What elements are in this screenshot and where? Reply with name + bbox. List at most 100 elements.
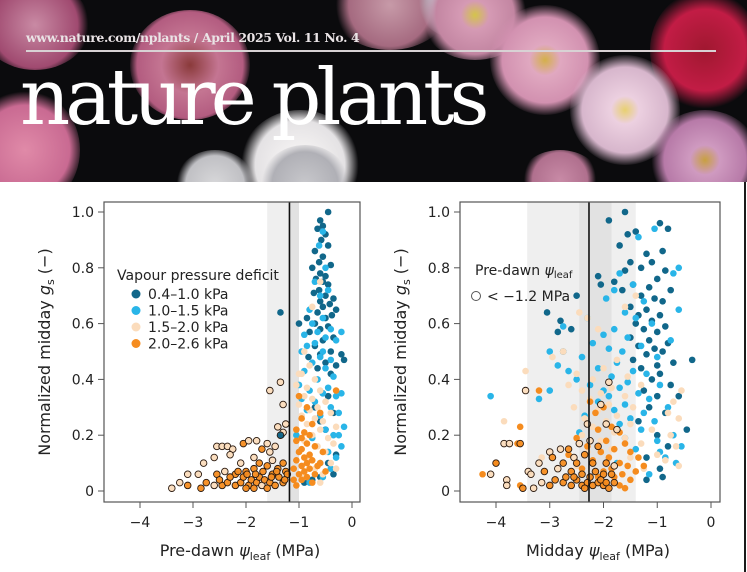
data-point	[635, 390, 642, 397]
data-point	[600, 364, 607, 372]
data-point	[330, 431, 337, 439]
data-point	[500, 417, 508, 425]
data-point	[581, 415, 588, 422]
data-point	[608, 384, 615, 392]
data-point	[303, 420, 311, 428]
data-point	[635, 417, 642, 425]
data-point	[659, 247, 666, 255]
data-point	[640, 387, 648, 394]
data-point	[683, 426, 691, 433]
data-point	[672, 443, 680, 450]
data-point	[322, 292, 329, 300]
x-tick-label: 0	[348, 515, 357, 531]
y-axis-label: Normalized midday gs (−)	[391, 248, 413, 455]
data-point	[594, 325, 602, 333]
legend-entry-label: 1.0–1.5 kPa	[148, 304, 228, 320]
data-point	[567, 325, 575, 333]
data-point	[610, 325, 618, 333]
data-point	[327, 459, 335, 467]
header-flower	[130, 10, 250, 120]
outlined-point	[551, 476, 559, 484]
data-point	[311, 415, 319, 422]
data-point	[311, 376, 319, 383]
data-point	[616, 459, 623, 467]
outlined-point	[263, 484, 271, 492]
data-point	[316, 270, 324, 277]
data-point	[621, 208, 629, 216]
x-tick-label: −1	[289, 515, 310, 531]
page-border	[744, 182, 746, 572]
data-point	[319, 222, 327, 230]
data-point	[295, 370, 303, 378]
data-point	[653, 328, 661, 336]
outlined-point	[492, 459, 500, 467]
outlined-point	[554, 464, 562, 473]
outlined-point	[252, 437, 261, 445]
data-point	[335, 409, 343, 417]
data-point	[632, 445, 640, 453]
data-point	[659, 473, 666, 481]
data-point	[629, 404, 637, 411]
data-point	[589, 376, 597, 383]
data-point	[565, 451, 572, 459]
x-axis-label-unit: (MPa)	[620, 541, 670, 560]
data-point	[664, 443, 672, 450]
data-point	[637, 342, 645, 350]
data-point	[627, 303, 634, 311]
data-point	[306, 451, 313, 459]
outlined-point	[607, 470, 616, 479]
data-point	[627, 420, 634, 428]
y-axis-label-sub: s	[44, 279, 57, 285]
data-point	[301, 468, 308, 475]
outlined-point	[242, 484, 250, 492]
data-point	[317, 236, 325, 244]
data-point	[621, 440, 629, 447]
outlined-point	[605, 378, 613, 386]
outlined-point	[271, 442, 279, 451]
y-tick-label: 0.2	[428, 428, 450, 444]
y-tick-label: 1.0	[428, 205, 450, 221]
data-point	[632, 468, 640, 475]
outlined-point	[266, 448, 274, 456]
data-point	[573, 376, 580, 383]
data-point	[675, 392, 683, 400]
data-point	[559, 323, 567, 330]
data-point	[332, 362, 340, 369]
data-point	[640, 297, 648, 305]
data-point	[664, 404, 672, 411]
data-point	[554, 362, 562, 369]
data-point	[621, 267, 629, 274]
data-point	[303, 459, 311, 467]
data-point	[602, 437, 610, 445]
data-point	[635, 454, 642, 461]
data-point	[629, 356, 637, 364]
data-point	[340, 356, 348, 364]
data-point	[322, 364, 329, 372]
data-point	[332, 454, 340, 461]
data-point	[610, 286, 618, 294]
outlined-point	[250, 453, 258, 462]
y-tick-label: 0.6	[428, 317, 450, 333]
data-point	[322, 359, 329, 366]
data-point	[327, 404, 335, 411]
data-point	[303, 404, 311, 411]
outlined-point	[610, 462, 619, 470]
data-point	[675, 306, 683, 313]
data-point	[522, 367, 529, 375]
data-point	[338, 443, 345, 450]
data-point	[330, 295, 337, 302]
data-point	[573, 370, 580, 378]
data-point	[653, 353, 661, 361]
data-point	[664, 225, 672, 233]
data-point	[303, 342, 311, 350]
outlined-point	[194, 470, 203, 479]
data-point	[549, 353, 556, 361]
data-point	[602, 295, 610, 302]
data-point	[578, 465, 586, 472]
x-axis-label-main: Midday	[526, 541, 589, 560]
outlined-point	[271, 481, 279, 490]
uncertainty-bands	[527, 202, 636, 502]
data-point	[645, 470, 653, 478]
data-point	[324, 208, 332, 216]
